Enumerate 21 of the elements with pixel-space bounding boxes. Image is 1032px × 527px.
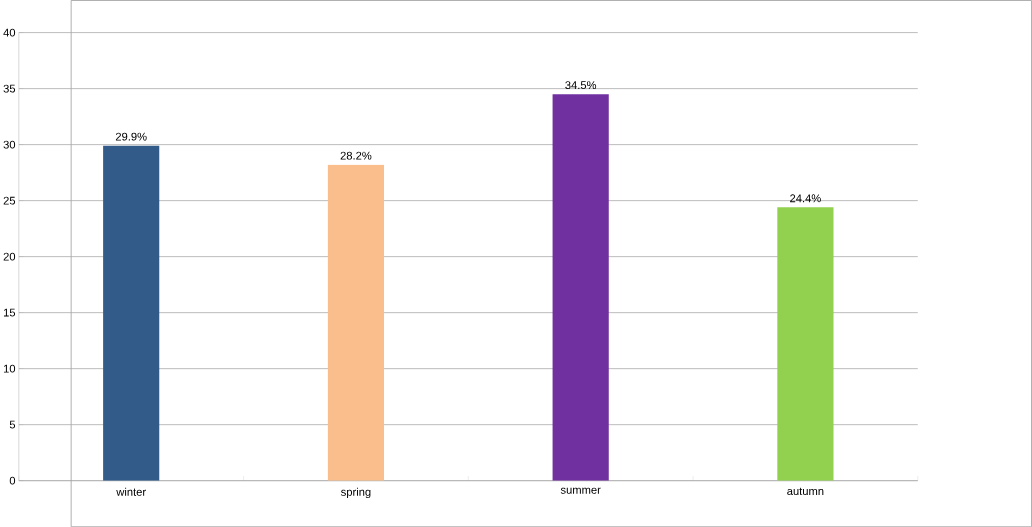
data-label: 28.2% bbox=[340, 151, 372, 160]
x-tick-label: spring bbox=[341, 487, 371, 498]
bar bbox=[327, 164, 385, 481]
data-label: 24.4% bbox=[790, 194, 821, 203]
y-tick-label: 5 bbox=[9, 420, 16, 429]
x-tick-label: autumn bbox=[787, 487, 824, 495]
bar bbox=[552, 94, 609, 481]
y-tick-label: 25 bbox=[3, 196, 16, 205]
data-label: 29.9% bbox=[115, 132, 147, 141]
y-tick-label: 0 bbox=[9, 476, 16, 485]
bar bbox=[777, 207, 834, 481]
data-label: 34.5% bbox=[565, 81, 597, 89]
y-tick-label: 30 bbox=[3, 140, 16, 149]
x-tick-label: summer bbox=[560, 487, 601, 494]
x-tick-label: winter bbox=[116, 487, 146, 496]
y-tick-label: 10 bbox=[3, 364, 16, 373]
bar bbox=[103, 145, 160, 481]
y-tick-label: 40 bbox=[3, 28, 16, 37]
y-tick-label: 15 bbox=[3, 308, 16, 317]
y-tick-label: 20 bbox=[3, 252, 16, 261]
y-tick-label: 35 bbox=[3, 84, 16, 93]
